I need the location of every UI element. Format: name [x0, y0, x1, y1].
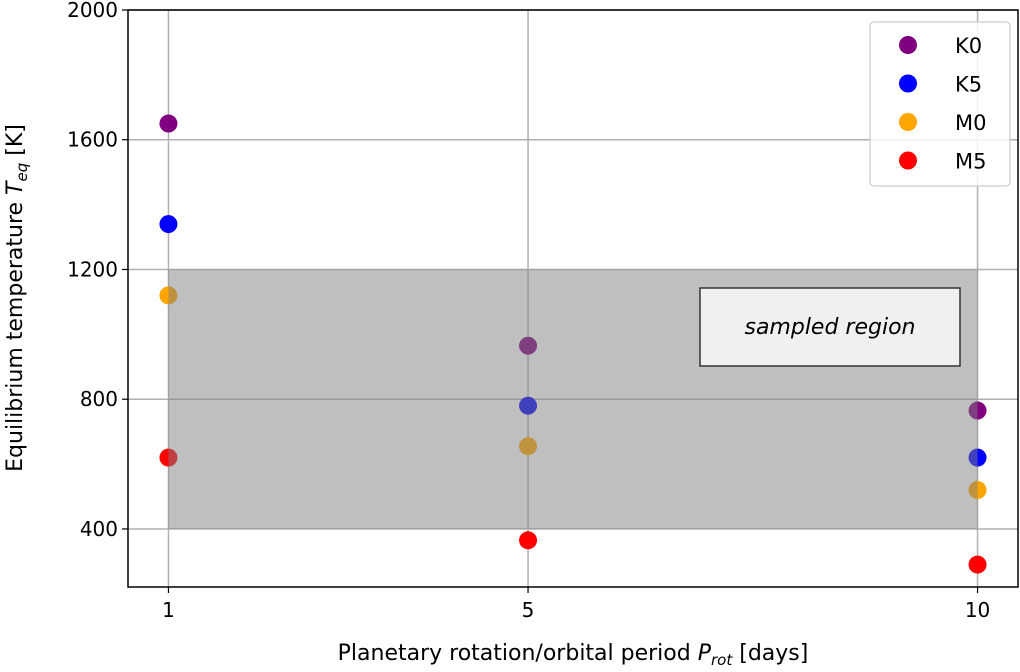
region-label: sampled region — [744, 315, 915, 340]
data-point-m5 — [968, 555, 987, 574]
x-tick-label: 5 — [522, 598, 535, 622]
legend-label: M0 — [955, 111, 986, 135]
y-tick-label: 2000 — [67, 0, 118, 22]
y-tick-label: 1600 — [67, 128, 118, 152]
axis-ticks: 1 5 10 400 800 1200 1600 2000 — [67, 0, 990, 622]
x-axis-label: Planetary rotation/orbital period Prot [… — [338, 641, 809, 668]
data-point-k0 — [159, 114, 178, 133]
x-tick-label: 1 — [162, 598, 175, 622]
y-tick-label: 800 — [80, 387, 118, 411]
y-axis-label: Equilibrium temperature Teq [K] — [3, 124, 31, 472]
legend-label: K0 — [955, 34, 982, 58]
data-point-k5 — [159, 215, 178, 234]
data-point-m5 — [519, 531, 538, 550]
region-annotation: sampled region — [699, 287, 961, 367]
plot-frame — [127, 9, 1019, 588]
legend-marker-k0 — [899, 36, 917, 54]
legend: K0 K5 M0 M5 — [869, 21, 1011, 187]
y-tick-label: 1200 — [67, 257, 118, 281]
y-tick-label: 400 — [80, 517, 118, 541]
legend-label: M5 — [955, 150, 986, 174]
legend-label: K5 — [955, 73, 982, 97]
legend-marker-m5 — [899, 151, 917, 170]
legend-marker-k5 — [899, 74, 917, 93]
x-tick-label: 10 — [965, 598, 990, 622]
legend-marker-m0 — [899, 113, 917, 131]
